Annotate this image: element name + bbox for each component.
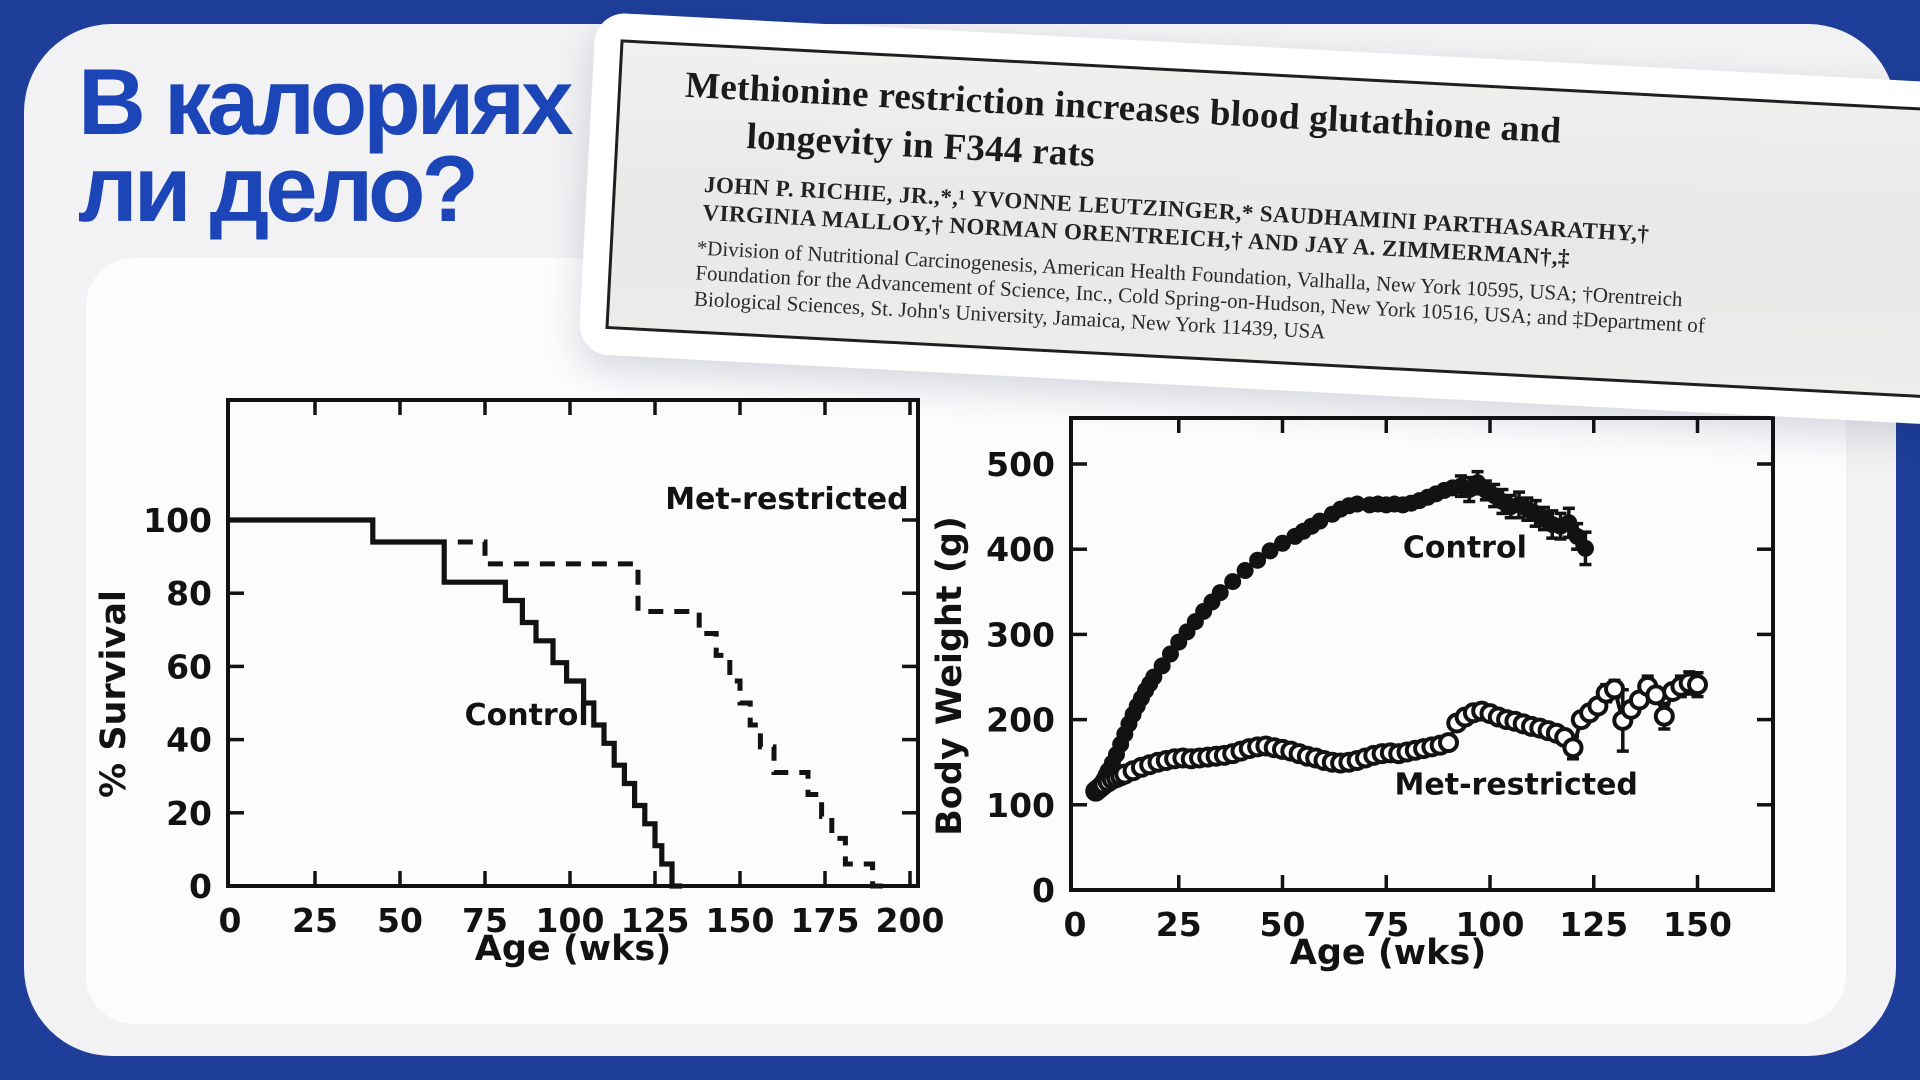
- svg-text:Age (wks): Age (wks): [475, 929, 672, 969]
- svg-text:100: 100: [143, 501, 212, 540]
- svg-text:0: 0: [219, 901, 242, 940]
- svg-text:500: 500: [986, 445, 1055, 484]
- svg-text:20: 20: [166, 794, 212, 833]
- svg-text:Met-restricted: Met-restricted: [665, 482, 908, 517]
- svg-text:50: 50: [1260, 905, 1306, 944]
- svg-text:100: 100: [986, 786, 1055, 825]
- svg-text:25: 25: [292, 901, 338, 940]
- body-weight-chart: 0 25 50 75 100 125 150 0 100 200 300 400 500 Age (wks…: [930, 416, 1775, 973]
- svg-text:0: 0: [1064, 905, 1087, 944]
- svg-text:150: 150: [706, 901, 775, 940]
- svg-text:% Survival: % Survival: [94, 590, 134, 798]
- svg-text:Met-restricted: Met-restricted: [1395, 768, 1638, 803]
- page-title-line1: В калориях: [78, 49, 574, 154]
- svg-text:0: 0: [1032, 871, 1055, 910]
- svg-text:100: 100: [1456, 905, 1525, 944]
- svg-text:80: 80: [166, 574, 212, 613]
- svg-text:125: 125: [621, 901, 690, 940]
- svg-text:200: 200: [876, 901, 945, 940]
- svg-text:60: 60: [166, 647, 212, 686]
- svg-text:300: 300: [986, 615, 1055, 654]
- svg-text:100: 100: [536, 901, 605, 940]
- svg-text:200: 200: [986, 701, 1055, 740]
- svg-text:75: 75: [462, 901, 508, 940]
- paper-clipping-frame: Methionine restriction increases blood g…: [605, 39, 1920, 401]
- svg-text:25: 25: [1156, 905, 1202, 944]
- svg-text:150: 150: [1663, 905, 1732, 944]
- svg-text:75: 75: [1363, 905, 1409, 944]
- svg-text:0: 0: [189, 867, 212, 906]
- svg-text:40: 40: [166, 721, 212, 760]
- svg-text:125: 125: [1559, 905, 1628, 944]
- svg-text:Control: Control: [465, 698, 589, 733]
- page-title: В калориях ли дело?: [78, 49, 574, 242]
- svg-text:400: 400: [986, 530, 1055, 569]
- svg-text:Control: Control: [1403, 531, 1527, 566]
- svg-text:Age (wks): Age (wks): [1290, 933, 1487, 973]
- svg-text:Body Weight (g): Body Weight (g): [930, 516, 970, 836]
- svg-text:50: 50: [377, 901, 423, 940]
- svg-text:175: 175: [791, 901, 860, 940]
- page-title-line2: ли дело?: [78, 136, 479, 242]
